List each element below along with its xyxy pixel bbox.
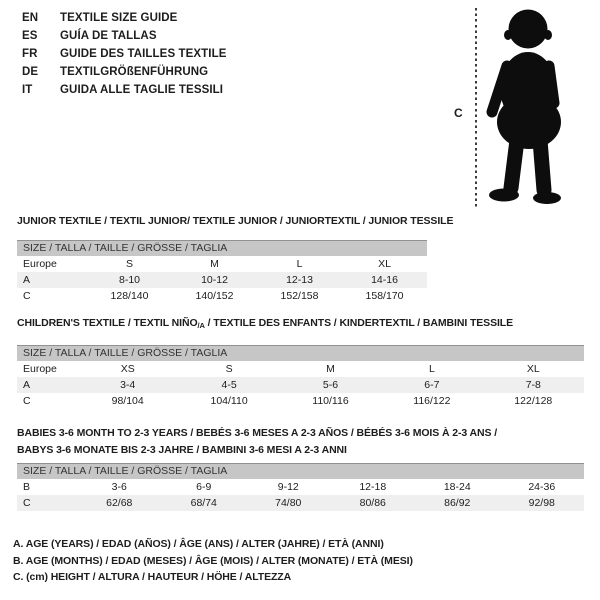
table-row: A 3-4 4-5 5-6 6-7 7-8: [17, 377, 584, 393]
height-marker-label: C: [454, 106, 463, 120]
table-cell: 4-5: [221, 379, 237, 391]
table-cell: 68/74: [190, 497, 217, 509]
babies-size-table: SIZE / TALLA / TAILLE / GRÖSSE / TAGLIA …: [17, 463, 584, 511]
table-cell: 9-12: [277, 481, 299, 493]
language-label: GUIDE DES TAILLES TEXTILE: [60, 48, 227, 60]
table-cell: 110/116: [312, 395, 349, 407]
table-cell: 14-16: [371, 274, 398, 286]
table-cell: 158/170: [365, 290, 404, 302]
section-junior-textile: JUNIOR TEXTILE / TEXTIL JUNIOR/ TEXTILE …: [17, 215, 454, 304]
table-cell: 128/140: [110, 290, 149, 302]
language-code: DE: [22, 66, 39, 78]
row-label-cell: Europe: [23, 258, 57, 270]
footnote-a: A. AGE (YEARS) / EDAD (AÑOS) / ÂGE (ANS)…: [13, 538, 384, 550]
language-label: TEXTILE SIZE GUIDE: [60, 12, 178, 24]
footnote-c: C. (cm) HEIGHT / ALTURA / HAUTEUR / HÖHE…: [13, 571, 292, 583]
table-cell: 104/110: [210, 395, 248, 407]
section-title: BABIES 3-6 MONTH TO 2-3 YEARS / BEBÉS 3-…: [17, 425, 584, 459]
language-code: ES: [22, 30, 38, 42]
table-cell: 62/68: [106, 497, 133, 509]
language-code: FR: [22, 48, 38, 60]
table-row: A 8-10 10-12 12-13 14-16: [17, 272, 427, 288]
table-cell: 12-13: [286, 274, 313, 286]
table-cell: 8-10: [118, 274, 140, 286]
table-cell: XL: [378, 258, 391, 270]
title-line-1: BABIES 3-6 MONTH TO 2-3 YEARS / BEBÉS 3-…: [17, 427, 498, 439]
height-dotted-line: [475, 8, 477, 209]
table-cell: 3-6: [111, 481, 127, 493]
language-list: EN TEXTILE SIZE GUIDE ES GUÍA DE TALLAS …: [22, 9, 227, 99]
table-cell: 152/158: [280, 290, 319, 302]
table-cell: XS: [120, 363, 135, 375]
table-cell: 7-8: [525, 379, 541, 391]
section-title: CHILDREN'S TEXTILE / TEXTIL NIÑO/A / TEX…: [17, 317, 584, 330]
table-cell: 86/92: [444, 497, 471, 509]
title-text: CHILDREN'S TEXTILE / TEXTIL NIÑO: [17, 317, 198, 329]
table-cell: 80/86: [359, 497, 386, 509]
table-cell: S: [225, 363, 233, 375]
table-cell: 3-4: [120, 379, 136, 391]
table-cell: 12-18: [359, 481, 387, 493]
table-cell: S: [125, 258, 133, 270]
footnote-b: B. AGE (MONTHS) / EDAD (MESES) / ÂGE (MO…: [13, 554, 413, 567]
table-cell: 98/104: [111, 395, 144, 407]
size-header-cell: SIZE / TALLA / TAILLE / GRÖSSE / TAGLIA: [17, 463, 584, 479]
table-cell: 10-12: [201, 274, 228, 286]
language-row-en: EN TEXTILE SIZE GUIDE: [22, 9, 227, 27]
table-row: B 3-6 6-9 9-12 12-18 18-24 24-36: [17, 479, 584, 495]
footnotes: A. AGE (YEARS) / EDAD (AÑOS) / ÂGE (ANS)…: [13, 536, 413, 586]
language-code: EN: [22, 12, 39, 24]
language-label: GUÍA DE TALLAS: [60, 30, 157, 42]
table-cell: 24-36: [528, 481, 556, 493]
table-cell: 6-9: [196, 481, 212, 493]
row-label-cell: B: [23, 481, 31, 493]
table-cell: L: [296, 258, 303, 270]
section-title: JUNIOR TEXTILE / TEXTIL JUNIOR/ TEXTILE …: [17, 215, 454, 227]
size-header-cell: SIZE / TALLA / TAILLE / GRÖSSE / TAGLIA: [17, 240, 427, 256]
table-cell: 116/122: [413, 395, 451, 407]
language-row-es: ES GUÍA DE TALLAS: [22, 27, 227, 45]
row-label-cell: C: [23, 290, 31, 302]
row-label-cell: A: [23, 379, 31, 391]
size-header-cell: SIZE / TALLA / TAILLE / GRÖSSE / TAGLIA: [17, 345, 584, 361]
table-cell: L: [428, 363, 435, 375]
table-cell: M: [210, 258, 219, 270]
table-cell: XL: [526, 363, 540, 375]
language-row-de: DE TEXTILGRÖßENFÜHRUNG: [22, 63, 227, 81]
row-label-cell: A: [23, 274, 31, 286]
section-babies-textile: BABIES 3-6 MONTH TO 2-3 YEARS / BEBÉS 3-…: [17, 425, 584, 511]
row-label-cell: C: [23, 395, 31, 407]
row-label-cell: C: [23, 497, 31, 509]
table-row: C 128/140 140/152 152/158 158/170: [17, 288, 427, 304]
table-row: Europe S M L XL: [17, 256, 427, 272]
toddler-silhouette-icon: [486, 9, 561, 204]
table-row: C 98/104 104/110 110/116 116/122 122/128: [17, 393, 584, 409]
table-cell: 140/152: [195, 290, 234, 302]
language-row-it: IT GUIDA ALLE TAGLIE TESSILI: [22, 81, 227, 99]
table-cell: 122/128: [514, 395, 553, 407]
table-cell: 6-7: [424, 379, 440, 391]
title-line-2: BABYS 3-6 MONATE BIS 2-3 JAHRE / BAMBINI…: [17, 444, 347, 456]
title-subscript: /A: [197, 321, 205, 330]
language-code: IT: [22, 84, 33, 96]
language-label: GUIDA ALLE TAGLIE TESSILI: [60, 84, 224, 96]
junior-size-table: SIZE / TALLA / TAILLE / GRÖSSE / TAGLIA …: [17, 240, 427, 304]
language-row-fr: FR GUIDE DES TAILLES TEXTILE: [22, 45, 227, 63]
childrens-size-table: SIZE / TALLA / TAILLE / GRÖSSE / TAGLIA …: [17, 345, 584, 409]
table-cell: 74/80: [275, 497, 302, 509]
table-cell: 5-6: [322, 379, 339, 391]
section-childrens-textile: CHILDREN'S TEXTILE / TEXTIL NIÑO/A / TEX…: [17, 317, 584, 409]
title-text: / TEXTILE DES ENFANTS / KINDERTEXTIL / B…: [204, 317, 514, 329]
table-row: Europe XS S M L XL: [17, 361, 584, 377]
table-cell: M: [326, 363, 335, 375]
row-label-cell: Europe: [23, 363, 57, 375]
table-row: C 62/68 68/74 74/80 80/86 86/92 92/98: [17, 495, 584, 511]
table-cell: 18-24: [443, 481, 471, 493]
table-cell: 92/98: [528, 497, 555, 509]
language-label: TEXTILGRÖßENFÜHRUNG: [60, 66, 209, 78]
